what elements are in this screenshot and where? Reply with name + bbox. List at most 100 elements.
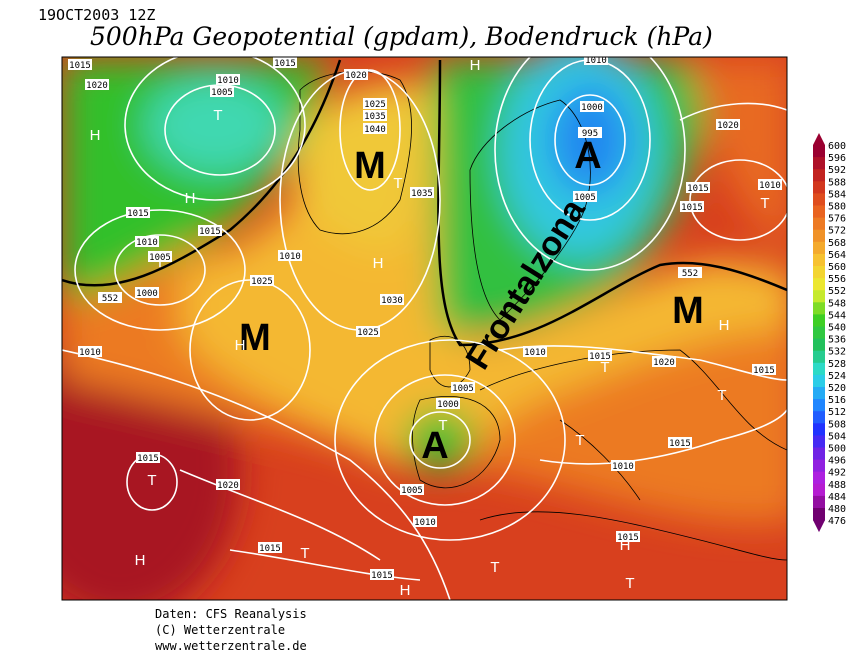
colorbar-tick-label: 504 (828, 431, 846, 442)
map-frame (61, 56, 788, 601)
isobar-label: 1015 (259, 544, 281, 554)
isobar-label: 1035 (411, 189, 433, 199)
center-letter: T (600, 359, 609, 376)
isobar-label: 1010 (585, 56, 607, 66)
colorbar-bottom-arrow (813, 520, 825, 533)
colorbar-tick-label: 560 (828, 262, 846, 273)
isobar-label: 552 (102, 294, 118, 304)
isobar-label-box (210, 86, 234, 97)
isobar-label-box (652, 356, 676, 367)
colorbar-band (813, 314, 825, 327)
colorbar-tick-label: 520 (828, 383, 846, 394)
colorbar-band (813, 290, 825, 303)
colorbar-band (813, 399, 825, 412)
isobar-label-box (680, 201, 704, 212)
isobar-label: 1015 (681, 203, 703, 213)
footer-copyright: (C) Wetterzentrale (155, 623, 285, 637)
isobar-label-box (678, 267, 702, 278)
colorbar-band (813, 205, 825, 219)
isobar-label: 1010 (759, 181, 781, 191)
colorbar-band (813, 459, 825, 473)
isobar-label: 1025 (364, 100, 386, 110)
isobar-label-box (273, 57, 297, 68)
isobar-label-box (98, 292, 122, 303)
colorbar-tick-label: 588 (828, 177, 846, 188)
colorbar-tick-label: 584 (828, 189, 846, 200)
colorbar-tick-label: 512 (828, 407, 846, 418)
colorbar-band (813, 471, 825, 485)
colorbar-tick-label: 484 (828, 492, 846, 503)
center-letter: H (90, 127, 101, 144)
isobar-label-box (278, 250, 302, 261)
colorbar-tick-label: 548 (828, 298, 846, 309)
isobar-label: 1010 (414, 518, 436, 528)
center-letter: T (147, 472, 156, 489)
isobar-label: 1000 (437, 400, 459, 410)
isobar-label-box (436, 398, 460, 409)
isobar-label-box (216, 479, 240, 490)
isobar-label: 1040 (364, 125, 386, 135)
isobar-label-box (363, 110, 387, 121)
isobar-label: 1005 (574, 193, 596, 203)
center-letter: H (620, 537, 631, 554)
isobar-label-box (752, 364, 776, 375)
colorbar-band (813, 169, 825, 182)
center-letter: T (438, 417, 447, 434)
center-letter: T (717, 387, 726, 404)
colorbar-tick-label: 572 (828, 226, 846, 237)
center-letter: H (719, 317, 730, 334)
map-title: 500hPa Geopotential (gpdam), Bodendruck … (90, 22, 713, 51)
pressure-system-letter: A (574, 135, 601, 177)
isobar-label: 1000 (581, 103, 603, 113)
date-label: 19OCT2003 12Z (38, 6, 155, 24)
colorbar-tick-label: 568 (828, 238, 846, 249)
colorbar-tick-label: 536 (828, 335, 846, 346)
isobar-label: 1005 (211, 88, 233, 98)
center-letter: T (760, 195, 769, 212)
pressure-system-letter: A (421, 425, 448, 467)
colorbar-tick-label: 600 (828, 141, 846, 152)
isobar-label-box (451, 382, 475, 393)
colorbar-band (813, 483, 825, 497)
center-letter: T (575, 432, 584, 449)
isobar-label-box (573, 191, 597, 202)
colorbar-band (813, 423, 825, 436)
isobar-label-box (363, 123, 387, 134)
pressure-system-letter: M (354, 145, 386, 187)
isobar-label-box (611, 460, 635, 471)
isobar-label: 995 (582, 129, 598, 139)
colorbar-band (813, 157, 825, 170)
colorbar-band (813, 229, 825, 243)
colorbar-tick-label: 476 (828, 516, 846, 527)
pressure-system-letter: M (672, 290, 704, 332)
center-letter: T (300, 545, 309, 562)
colorbar-band (813, 495, 825, 509)
colorbar-band (813, 302, 825, 315)
isobar-label-box (588, 350, 612, 361)
isobar-label: 1020 (653, 358, 675, 368)
center-letter: H (373, 255, 384, 272)
colorbar-band (813, 508, 825, 521)
colorbar-band (813, 435, 825, 448)
colorbar-band (813, 374, 825, 388)
isobar-label-box (523, 346, 547, 357)
colorbar-tick-label: 524 (828, 371, 846, 382)
isobar-label-box (85, 79, 109, 90)
colorbar-tick-label: 500 (828, 444, 846, 455)
colorbar-band (813, 266, 825, 279)
colorbar-band (813, 278, 825, 291)
isobar-label: 1020 (86, 81, 108, 91)
footer-source: Daten: CFS Reanalysis (155, 607, 307, 621)
isobar-label: 1015 (371, 571, 393, 581)
colorbar-band (813, 362, 825, 376)
colorbar-band (813, 447, 825, 461)
isobar-label: 1010 (217, 76, 239, 86)
colorbar-tick-label: 496 (828, 456, 846, 467)
isobar-label-box (413, 516, 437, 527)
colorbar-band (813, 253, 825, 267)
colorbar-tick-label: 480 (828, 504, 846, 515)
isobar-label-box (344, 69, 368, 80)
isobar-label-box (584, 57, 608, 65)
isobar-label: 1010 (136, 238, 158, 248)
isobar-label-box (580, 101, 604, 112)
